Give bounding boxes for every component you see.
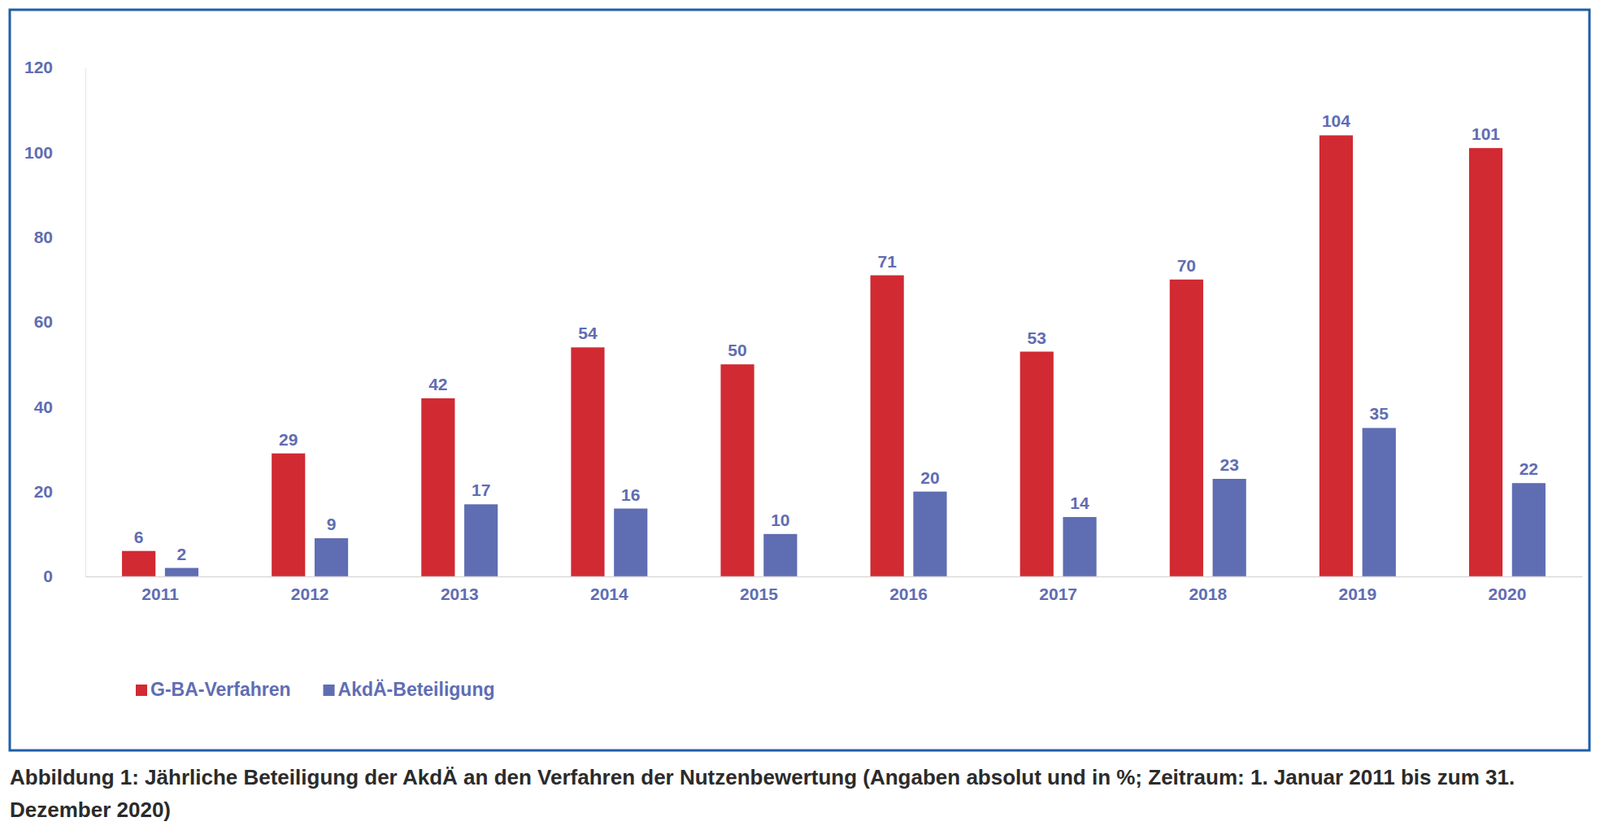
bar bbox=[121, 551, 156, 577]
x-tick-label: 2020 bbox=[1488, 584, 1527, 604]
bar bbox=[1062, 517, 1096, 577]
bar bbox=[165, 568, 199, 577]
data-label: 2 bbox=[177, 544, 187, 564]
x-tick-label: 2016 bbox=[889, 584, 928, 604]
data-label: 9 bbox=[326, 514, 337, 534]
x-tick-label: 2018 bbox=[1188, 584, 1227, 604]
bar bbox=[913, 491, 947, 577]
y-tick-label: 60 bbox=[34, 312, 53, 331]
x-tick-label: 2013 bbox=[440, 584, 479, 604]
legend-swatch bbox=[323, 684, 335, 696]
y-tick-label: 80 bbox=[34, 227, 53, 247]
bar bbox=[271, 453, 305, 577]
data-label: 54 bbox=[578, 323, 598, 343]
data-label: 23 bbox=[1219, 455, 1239, 474]
data-label: 104 bbox=[1321, 111, 1351, 131]
bar bbox=[1469, 147, 1503, 577]
y-tick-label: 40 bbox=[34, 397, 53, 417]
data-label: 101 bbox=[1471, 124, 1500, 144]
bar bbox=[1362, 427, 1396, 577]
x-tick: 2012 bbox=[291, 576, 330, 604]
bar bbox=[1213, 478, 1247, 577]
bar bbox=[314, 538, 348, 577]
data-labels: 629425450715370104101291716102014233522 bbox=[134, 111, 1539, 563]
bar bbox=[1020, 352, 1054, 577]
bar bbox=[763, 534, 797, 577]
data-label: 35 bbox=[1369, 404, 1390, 423]
data-label: 29 bbox=[278, 430, 298, 449]
data-label: 10 bbox=[770, 510, 790, 530]
x-tick-label: 2017 bbox=[1039, 584, 1078, 604]
x-tick-label: 2015 bbox=[739, 584, 779, 604]
y-tick: 100 bbox=[24, 143, 86, 162]
y-tick: 0 bbox=[43, 566, 86, 586]
y-tick-label: 100 bbox=[24, 143, 53, 162]
y-axis: 0 20 40 60 80 100 120 bbox=[24, 57, 87, 586]
bar bbox=[1319, 134, 1353, 577]
y-tick: 80 bbox=[34, 227, 86, 247]
bar bbox=[720, 364, 754, 577]
data-label: 14 bbox=[1069, 493, 1090, 513]
legend: G-BA-Verfahren AkdÄ-Beteiligung bbox=[135, 678, 496, 700]
x-tick-label: 2014 bbox=[590, 584, 629, 604]
data-label: 70 bbox=[1177, 256, 1196, 275]
data-label: 16 bbox=[621, 485, 640, 505]
data-label: 53 bbox=[1027, 328, 1047, 348]
x-tick: 2013 bbox=[440, 576, 479, 604]
y-tick: 40 bbox=[34, 397, 86, 417]
x-tick: 2018 bbox=[1188, 576, 1227, 604]
frame bbox=[9, 9, 1590, 751]
data-label: 22 bbox=[1519, 459, 1539, 479]
data-label: 42 bbox=[428, 374, 448, 394]
x-tick: 2017 bbox=[1039, 576, 1078, 604]
x-tick: 2019 bbox=[1338, 576, 1377, 604]
bar bbox=[613, 508, 648, 577]
x-tick-label: 2011 bbox=[141, 584, 179, 604]
x-tick: 2016 bbox=[889, 576, 928, 604]
y-axis-line bbox=[85, 68, 87, 578]
bar bbox=[464, 504, 498, 577]
caption: Abbildung 1: Jährliche Beteiligung der A… bbox=[9, 760, 1592, 827]
data-label: 71 bbox=[877, 252, 897, 271]
x-axis-line bbox=[86, 576, 1583, 579]
y-tick-label: 20 bbox=[34, 482, 53, 501]
legend-label: G-BA-Verfahren bbox=[150, 678, 292, 700]
y-tick-label: 0 bbox=[43, 566, 53, 586]
data-label: 20 bbox=[920, 468, 940, 487]
x-tick: 2020 bbox=[1488, 576, 1527, 604]
x-tick: 2014 bbox=[590, 576, 629, 604]
bar bbox=[1169, 279, 1204, 577]
bar bbox=[870, 275, 905, 577]
legend-label: AkdÄ-Beteiligung bbox=[338, 678, 496, 700]
data-label: 50 bbox=[727, 340, 747, 360]
bar bbox=[1512, 482, 1546, 577]
x-tick: 2015 bbox=[739, 576, 779, 604]
bars bbox=[121, 134, 1546, 577]
data-label: 6 bbox=[134, 527, 144, 547]
y-tick: 60 bbox=[34, 312, 86, 331]
data-label: 17 bbox=[471, 480, 491, 500]
legend-swatch bbox=[135, 684, 148, 696]
x-tick: 2011 bbox=[141, 576, 179, 604]
x-axis: 2011 2012 2013 2014 2015 2016 2017 2018 2019 2020 bbox=[86, 576, 1583, 604]
bar bbox=[570, 347, 605, 577]
x-tick-label: 2019 bbox=[1338, 584, 1377, 604]
y-tick-label: 120 bbox=[24, 57, 53, 77]
y-tick: 120 bbox=[24, 57, 86, 77]
bar bbox=[421, 398, 455, 577]
x-tick-label: 2012 bbox=[291, 584, 330, 604]
y-tick: 20 bbox=[34, 482, 86, 501]
